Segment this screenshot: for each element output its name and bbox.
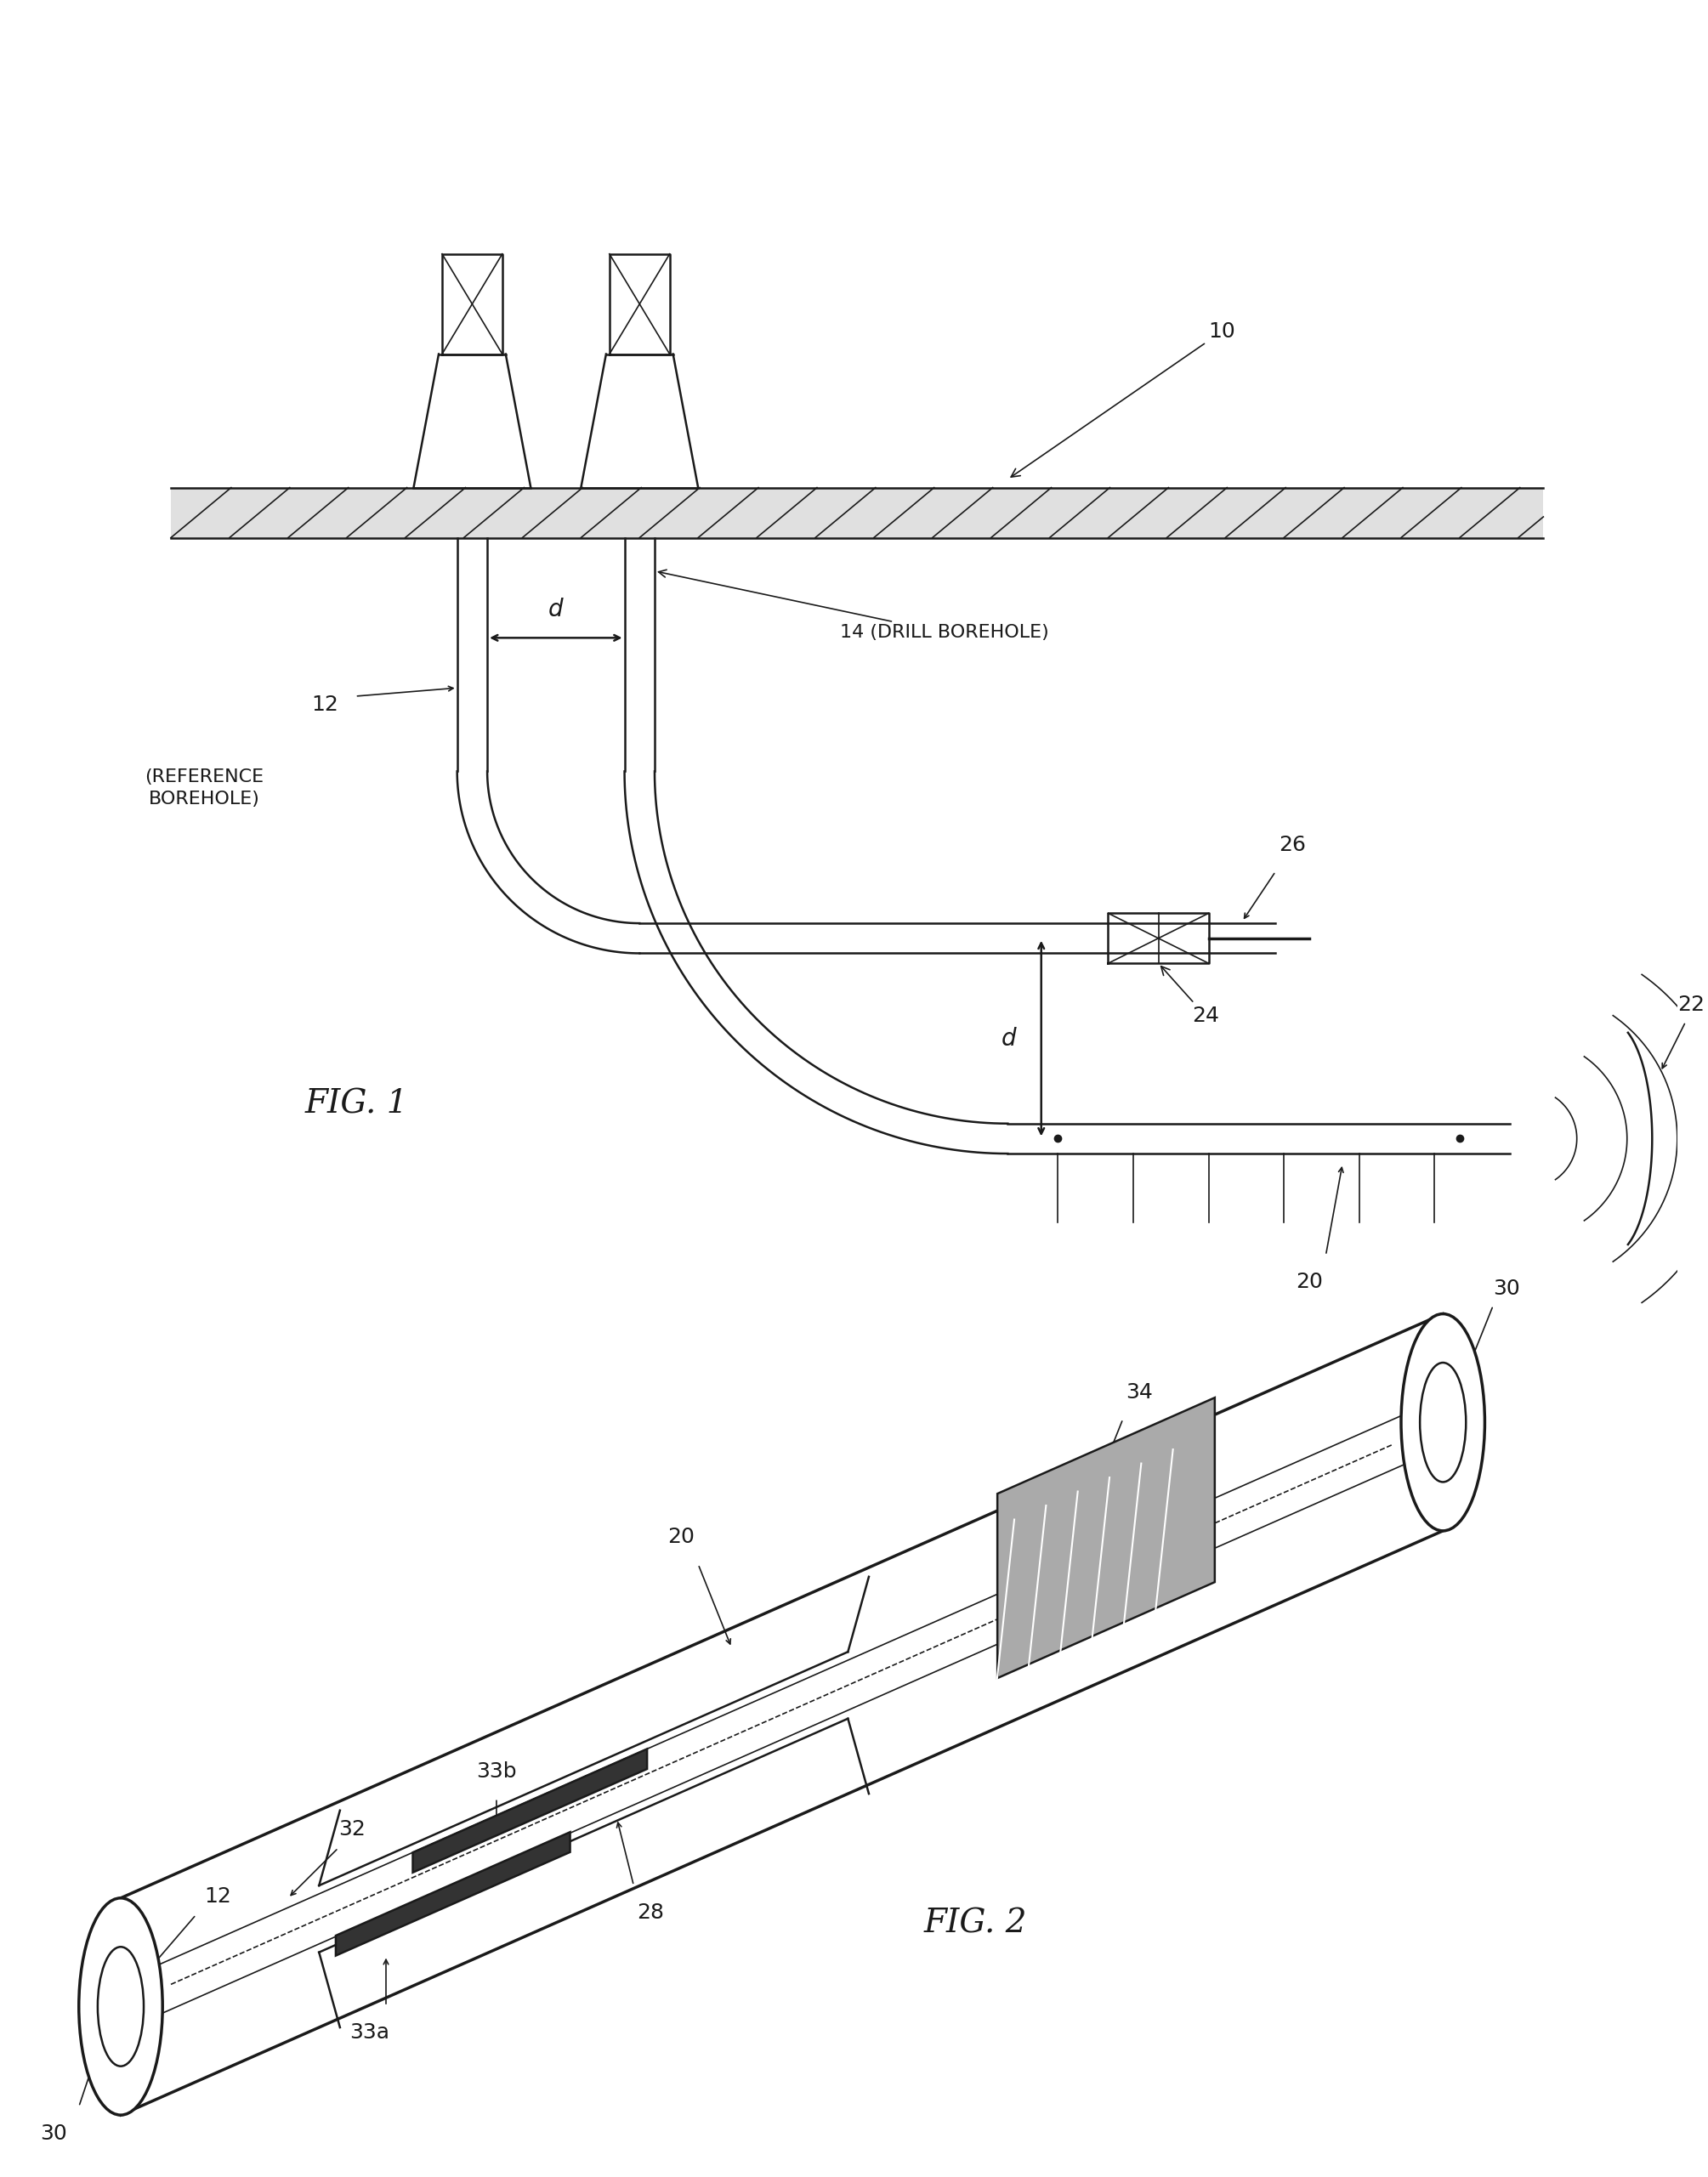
Text: 34: 34 [1126,1382,1153,1402]
Ellipse shape [79,1898,162,2116]
Text: 30: 30 [41,2123,67,2144]
Polygon shape [171,488,1544,538]
Text: d: d [548,596,564,620]
Text: 14 (DRILL BOREHOLE): 14 (DRILL BOREHOLE) [659,570,1049,642]
Text: 12: 12 [311,694,338,714]
Polygon shape [413,1748,647,1872]
Polygon shape [336,1833,570,1955]
Text: 22: 22 [1677,995,1705,1014]
Text: 30: 30 [1493,1278,1520,1300]
Ellipse shape [1401,1315,1484,1530]
Text: 20: 20 [668,1526,695,1548]
Text: 33a: 33a [348,2022,389,2042]
Text: 26: 26 [1279,834,1307,856]
Text: 32: 32 [338,1820,366,1840]
Ellipse shape [1419,1363,1465,1483]
Text: 28: 28 [637,1903,664,1922]
Text: 33b: 33b [477,1761,518,1783]
Text: FIG. 2: FIG. 2 [924,1909,1028,1940]
Text: d: d [1001,1028,1016,1049]
Ellipse shape [97,1946,143,2066]
Text: 20: 20 [1295,1271,1322,1293]
Text: FIG. 1: FIG. 1 [304,1088,408,1119]
Text: (REFERENCE
BOREHOLE): (REFERENCE BOREHOLE) [145,768,265,808]
Polygon shape [997,1398,1214,1678]
Text: 12: 12 [205,1885,232,1907]
Text: 10: 10 [1011,322,1235,477]
Text: 24: 24 [1161,967,1220,1025]
